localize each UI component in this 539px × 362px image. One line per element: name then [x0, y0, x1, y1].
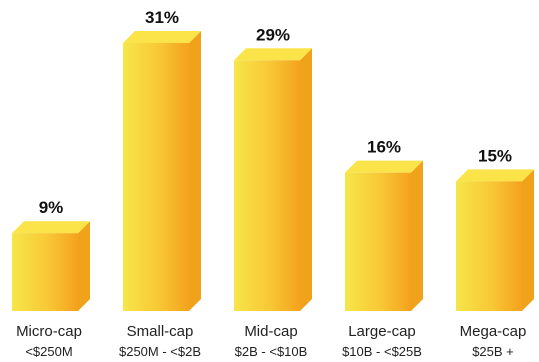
- value-label-large-cap: 16%: [367, 138, 401, 157]
- bar-small-cap: [123, 31, 201, 311]
- range-label-large-cap: $10B - <$25B: [342, 344, 422, 359]
- category-label-small-cap: Small-cap: [127, 323, 194, 340]
- bar-front-face: [345, 172, 411, 311]
- value-labels-layer: 9% 31% 29% 16% 15%: [39, 8, 512, 217]
- range-label-mega-cap: $25B +: [472, 344, 514, 359]
- category-labels-layer: Micro-cap <$250M Small-cap $250M - <$2B Mid-…: [16, 323, 526, 359]
- value-label-micro-cap: 9%: [39, 198, 64, 217]
- category-label-mega-cap: Mega-cap: [460, 323, 527, 340]
- value-label-mid-cap: 29%: [256, 25, 290, 44]
- bar-large-cap: [345, 160, 423, 311]
- category-label-large-cap: Large-cap: [348, 323, 416, 340]
- bars-layer: [12, 31, 534, 312]
- bar-micro-cap: [12, 221, 90, 311]
- bar-side-face: [78, 221, 90, 311]
- range-label-mid-cap: $2B - <$10B: [235, 344, 308, 359]
- bar-mega-cap: [456, 169, 534, 311]
- bar-side-face: [522, 169, 534, 311]
- bar-top-face: [456, 169, 534, 182]
- bar-side-face: [189, 31, 201, 311]
- bar-mid-cap: [234, 48, 312, 312]
- value-label-small-cap: 31%: [145, 8, 179, 27]
- bar-side-face: [300, 48, 312, 312]
- bar-front-face: [123, 43, 189, 311]
- category-label-micro-cap: Micro-cap: [16, 323, 82, 340]
- category-label-mid-cap: Mid-cap: [244, 323, 297, 340]
- bar-top-face: [234, 48, 312, 61]
- bar-front-face: [234, 60, 300, 312]
- bar-side-face: [411, 160, 423, 311]
- bar-top-face: [345, 160, 423, 173]
- range-label-micro-cap: <$250M: [25, 344, 72, 359]
- bar-front-face: [12, 233, 78, 311]
- range-label-small-cap: $250M - <$2B: [119, 344, 201, 359]
- bar-top-face: [123, 31, 201, 43]
- bar-top-face: [12, 221, 90, 234]
- bar-front-face: [456, 181, 522, 311]
- value-label-mega-cap: 15%: [478, 146, 512, 165]
